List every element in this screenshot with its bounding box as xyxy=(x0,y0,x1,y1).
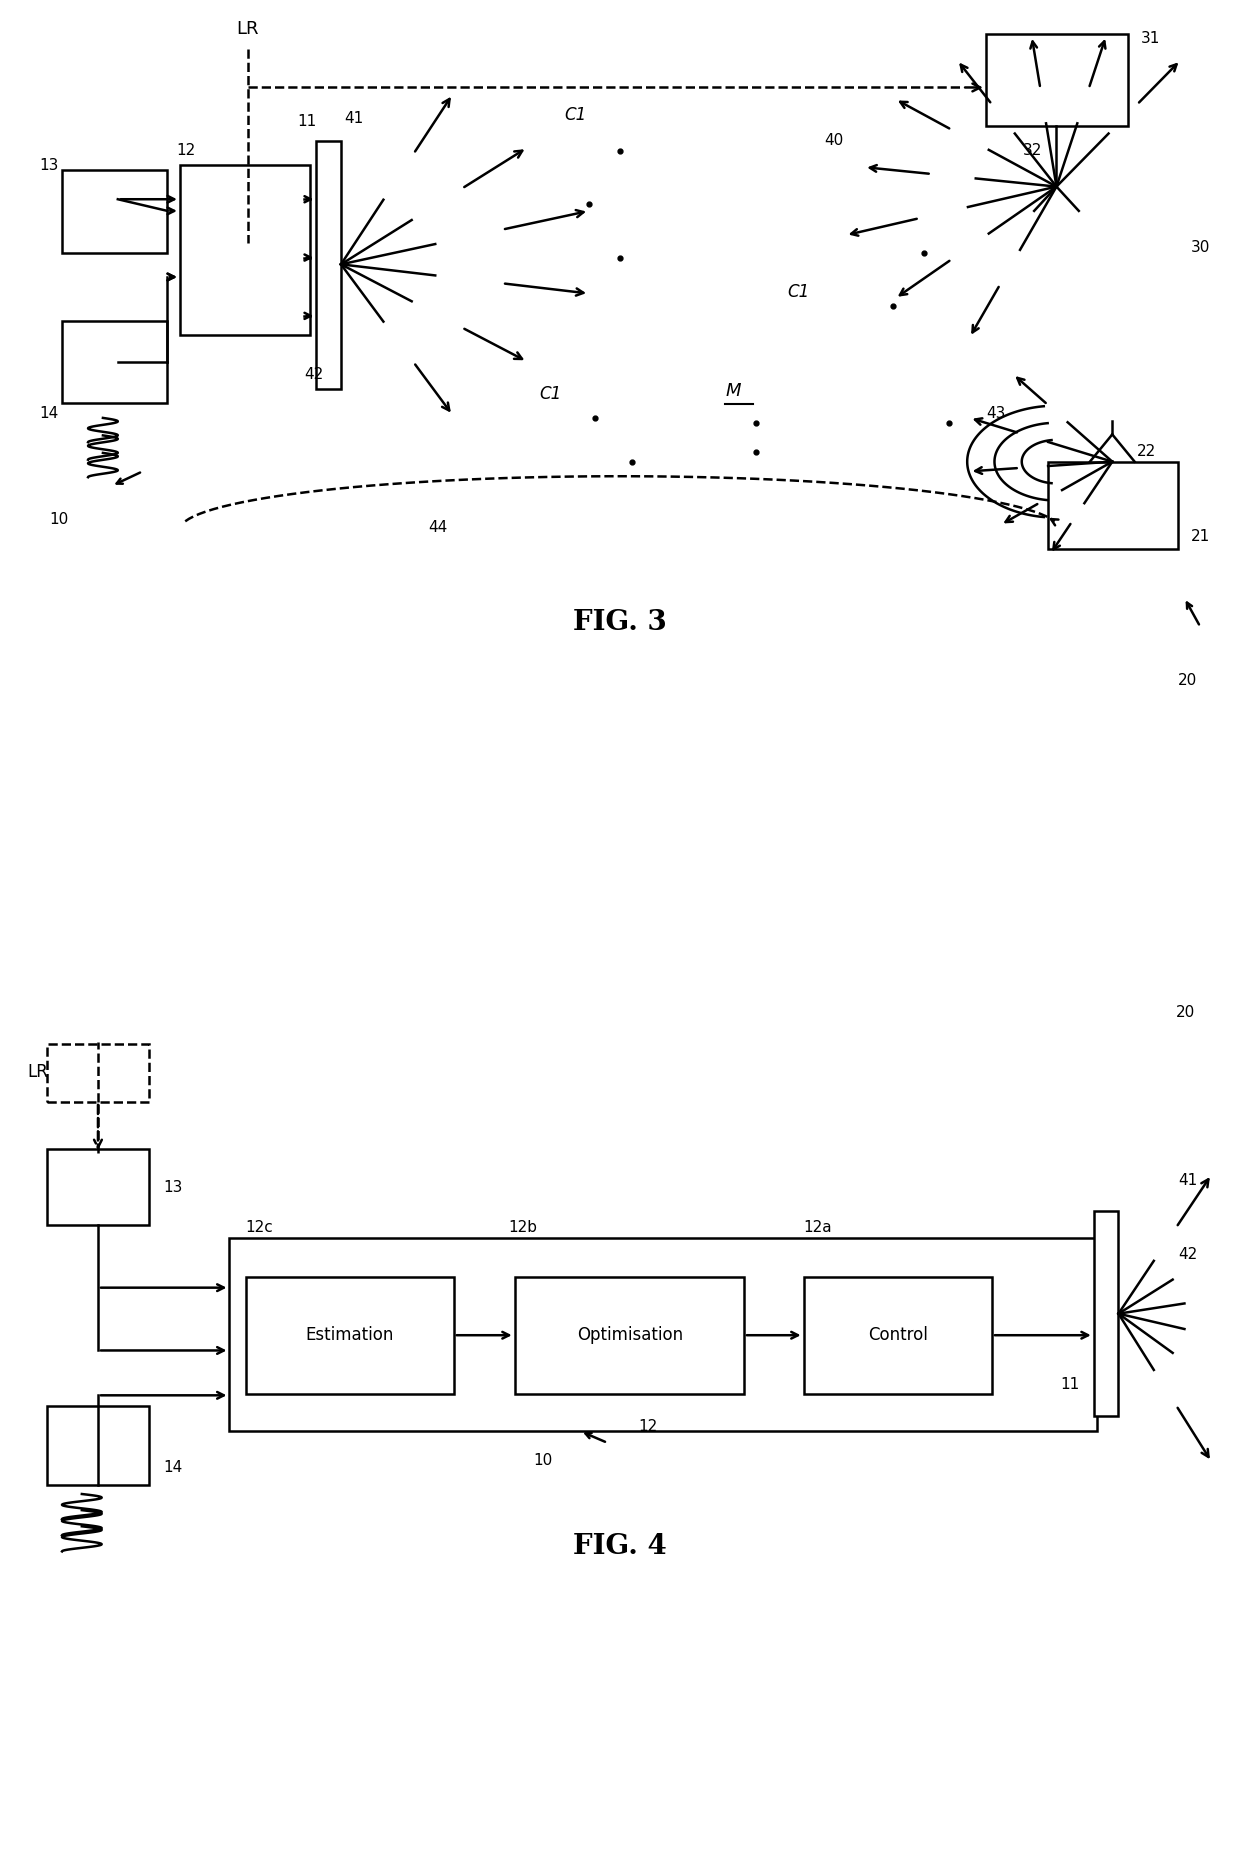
FancyBboxPatch shape xyxy=(515,1277,744,1394)
Text: 32: 32 xyxy=(1023,144,1043,159)
Text: 30: 30 xyxy=(1190,241,1210,256)
Text: 12b: 12b xyxy=(508,1220,537,1235)
Text: 11: 11 xyxy=(298,114,317,129)
FancyBboxPatch shape xyxy=(47,1405,149,1486)
FancyBboxPatch shape xyxy=(47,1043,149,1103)
FancyBboxPatch shape xyxy=(246,1277,454,1394)
Text: 41: 41 xyxy=(1178,1172,1198,1187)
Text: 11: 11 xyxy=(1060,1377,1080,1392)
FancyBboxPatch shape xyxy=(62,170,167,252)
Text: 44: 44 xyxy=(428,520,448,535)
Text: LR: LR xyxy=(237,21,259,37)
FancyBboxPatch shape xyxy=(62,321,167,404)
FancyBboxPatch shape xyxy=(229,1239,1097,1432)
Text: 12: 12 xyxy=(639,1419,658,1434)
FancyBboxPatch shape xyxy=(1048,462,1178,549)
Text: Estimation: Estimation xyxy=(305,1327,394,1344)
Text: 22: 22 xyxy=(1137,445,1157,460)
Text: 20: 20 xyxy=(1176,1006,1195,1020)
Text: 40: 40 xyxy=(825,133,844,148)
FancyBboxPatch shape xyxy=(180,164,310,335)
Text: 13: 13 xyxy=(164,1179,184,1194)
Text: FIG. 4: FIG. 4 xyxy=(573,1533,667,1559)
Text: 31: 31 xyxy=(1141,32,1161,47)
FancyBboxPatch shape xyxy=(804,1277,992,1394)
Text: 12: 12 xyxy=(176,144,196,159)
Text: Optimisation: Optimisation xyxy=(577,1327,683,1344)
Text: 14: 14 xyxy=(164,1460,184,1475)
Text: 41: 41 xyxy=(345,110,365,125)
Text: C1: C1 xyxy=(539,385,562,402)
Text: 42: 42 xyxy=(1178,1247,1198,1262)
FancyBboxPatch shape xyxy=(47,1149,149,1224)
Text: FIG. 3: FIG. 3 xyxy=(573,609,667,635)
FancyBboxPatch shape xyxy=(316,140,341,389)
Text: C1: C1 xyxy=(787,282,810,301)
Text: 21: 21 xyxy=(1190,529,1210,544)
Text: C1: C1 xyxy=(564,107,587,123)
Text: M: M xyxy=(725,381,742,400)
Text: 43: 43 xyxy=(986,406,1006,421)
Text: 14: 14 xyxy=(40,406,60,421)
Text: 20: 20 xyxy=(1178,673,1198,688)
Text: 10: 10 xyxy=(533,1454,553,1469)
Text: 12c: 12c xyxy=(246,1220,273,1235)
FancyBboxPatch shape xyxy=(1094,1211,1118,1417)
Text: 12a: 12a xyxy=(804,1220,832,1235)
Text: 10: 10 xyxy=(50,512,69,527)
Text: 42: 42 xyxy=(304,366,324,381)
Text: Control: Control xyxy=(868,1327,928,1344)
FancyBboxPatch shape xyxy=(986,34,1128,127)
Text: LR: LR xyxy=(27,1063,48,1082)
Text: 13: 13 xyxy=(40,157,60,172)
